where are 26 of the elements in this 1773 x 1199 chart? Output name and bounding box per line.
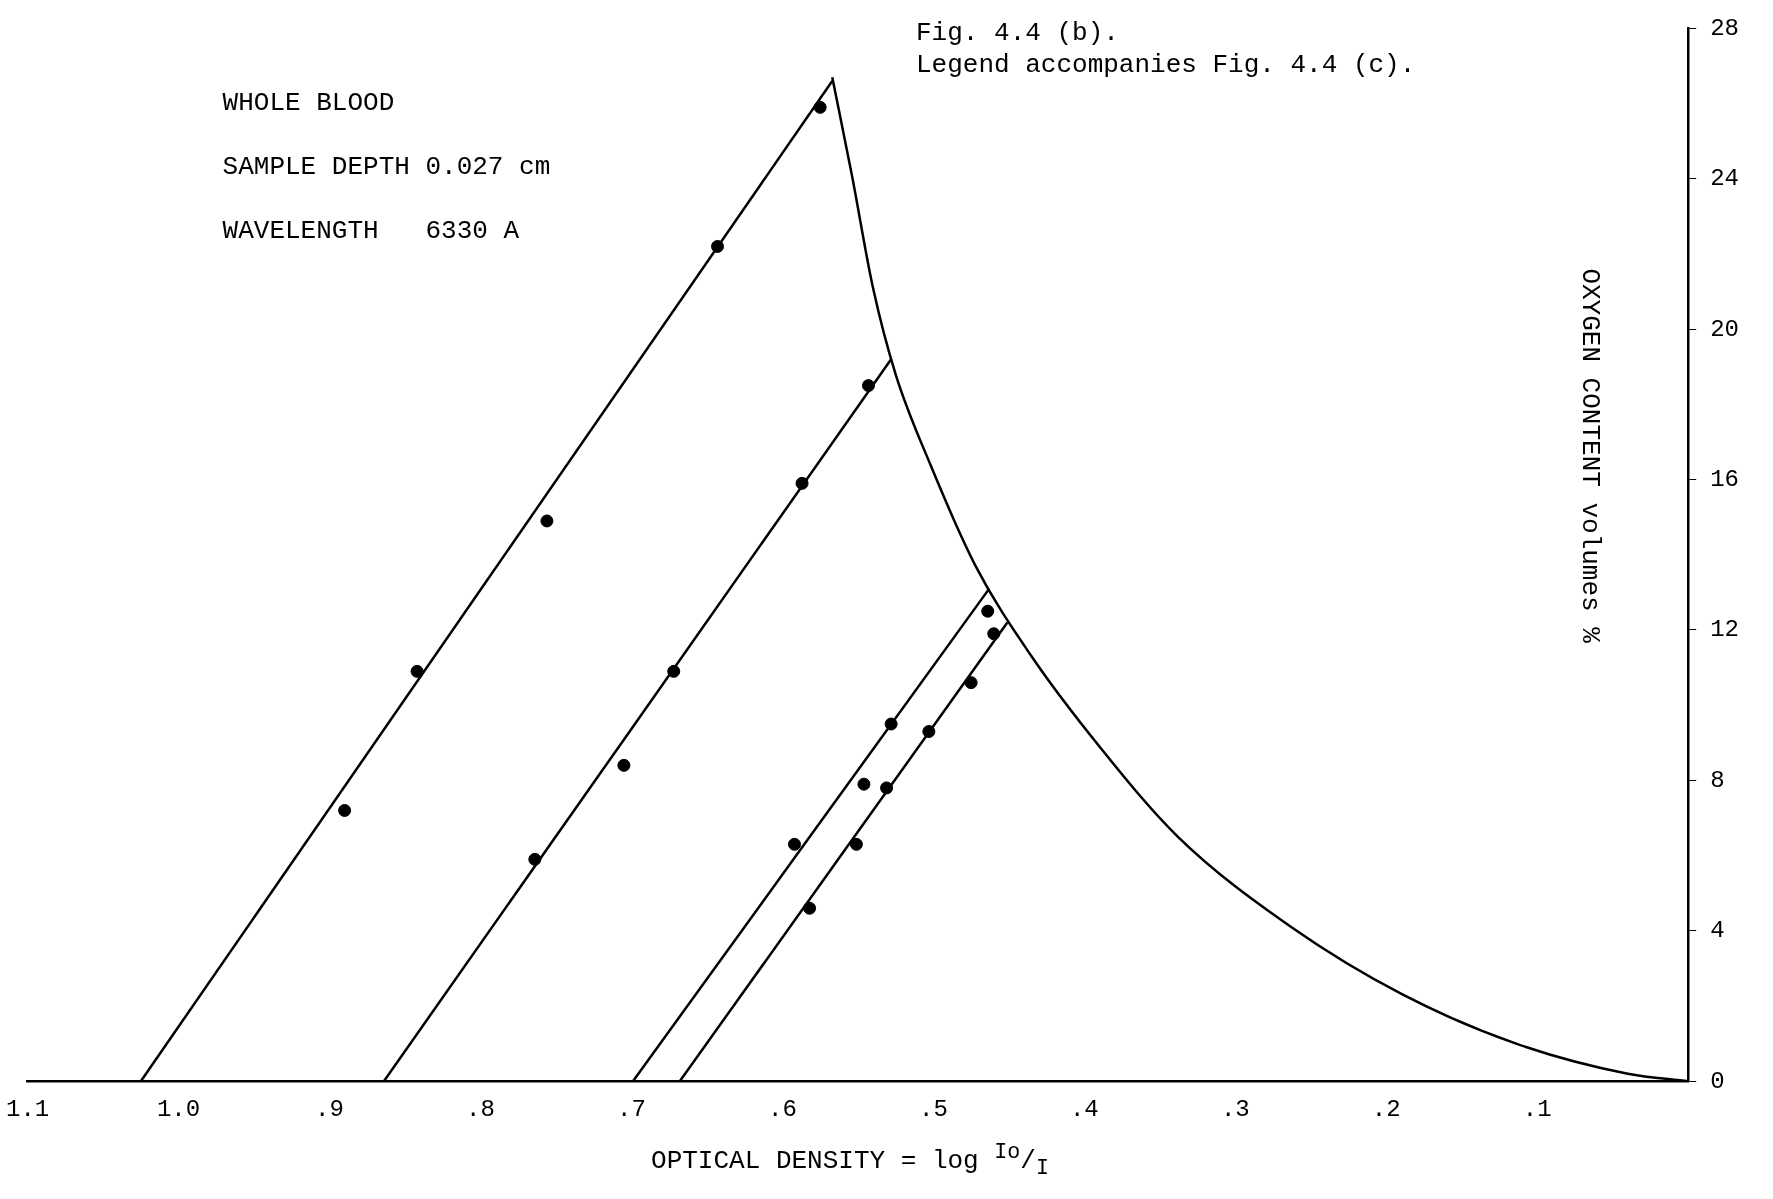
- y-tick-label: 8: [1710, 766, 1725, 794]
- x-tick-label: .9: [315, 1095, 344, 1123]
- y-axis-title: OXYGEN CONTENT volumes %: [1575, 268, 1606, 644]
- y-tick-label: 12: [1710, 616, 1740, 644]
- x-tick-label: 1.0: [156, 1095, 201, 1123]
- text: Legend accompanies Fig. 4.4 (c).: [916, 50, 1416, 81]
- y-tick-label: 20: [1710, 315, 1740, 343]
- annotation: WHOLE BLOOD: [222, 88, 395, 119]
- x-tick-label: .1: [1522, 1095, 1552, 1123]
- x-tick-label: .3: [1220, 1095, 1250, 1123]
- y-tick-label: 4: [1710, 917, 1725, 945]
- y-tick-label: 24: [1710, 165, 1740, 193]
- chart-title: Fig. 4.4 (b).: [916, 18, 1119, 49]
- x-tick-label: .7: [617, 1095, 646, 1123]
- x-axis-title: OPTICAL DENSITY = log $^{Io}$/$_{I}$: [650, 1140, 1050, 1181]
- x-tick-label: 1.1: [5, 1095, 50, 1123]
- x-tick-label: .6: [768, 1095, 797, 1123]
- x-tick-label: .2: [1371, 1095, 1401, 1123]
- y-tick-label: 16: [1710, 465, 1740, 493]
- y-tick-label: 0: [1710, 1067, 1725, 1095]
- annotation: WAVELENGTH 6330 A: [222, 216, 520, 247]
- x-tick-label: .8: [466, 1095, 495, 1123]
- y-tick-label: 28: [1710, 14, 1740, 42]
- x-tick-label: .5: [918, 1095, 948, 1123]
- annotation: SAMPLE DEPTH 0.027 cm: [222, 152, 551, 183]
- x-tick-label: .4: [1069, 1095, 1099, 1123]
